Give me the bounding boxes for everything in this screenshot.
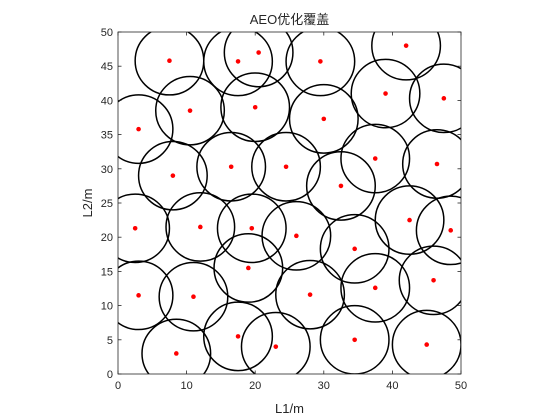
sensor-point: [424, 342, 430, 347]
y-tick-label: 35: [101, 130, 113, 142]
chart-title: AEO优化覆盖: [250, 12, 329, 27]
sensor-point: [252, 104, 258, 110]
sensor-point: [228, 164, 234, 170]
coverage-circle: [408, 63, 461, 134]
coverage-circle: [216, 193, 287, 264]
sensor-point: [338, 183, 344, 189]
coverage-circle: [391, 309, 461, 374]
y-tick-label: 40: [101, 95, 113, 107]
sensor-point: [249, 226, 255, 231]
sensor-point: [246, 265, 251, 271]
coverage-circle: [203, 32, 274, 97]
coverage-circle: [275, 259, 346, 330]
sensor-point: [187, 108, 193, 113]
coverage-circle: [118, 94, 174, 165]
sensor-point: [273, 344, 279, 349]
coverage-circle: [340, 252, 411, 323]
sensor-point: [441, 96, 447, 101]
sensor-point: [321, 116, 327, 122]
sensor-point: [352, 337, 357, 343]
coverage-circle: [154, 75, 226, 146]
sensor-point: [174, 351, 179, 356]
sensor-points: [132, 43, 454, 356]
coverage-circle: [350, 58, 421, 129]
x-tick-label: 30: [318, 380, 330, 392]
x-axis-ticks: 0 10 20 30 40 50: [115, 32, 467, 392]
sensor-point: [372, 156, 378, 161]
x-tick-label: 20: [249, 380, 261, 392]
coverage-circle: [118, 260, 174, 331]
y-tick-label: 5: [107, 335, 113, 347]
sensor-point: [167, 58, 172, 64]
x-tick-label: 50: [455, 380, 467, 392]
coverage-circles: [118, 32, 461, 374]
sensor-point: [136, 126, 141, 132]
sensor-point: [383, 91, 388, 96]
sensor-point: [235, 334, 241, 339]
coverage-circle: [415, 195, 461, 266]
coverage-circle: [213, 233, 284, 303]
coverage-circle: [251, 131, 322, 202]
coverage-circle: [223, 32, 294, 88]
coverage-circle: [165, 191, 236, 262]
x-tick-label: 10: [180, 380, 192, 392]
coverage-circle: [398, 245, 461, 316]
coverage-circle: [340, 123, 411, 194]
sensor-point: [307, 292, 313, 297]
sensor-point: [136, 293, 141, 298]
sensor-point: [294, 233, 299, 239]
y-axis-ticks: 0 5 10 15 20 25 30 35 40 45 50: [101, 27, 461, 381]
y-tick-label: 20: [101, 232, 113, 244]
coverage-circle: [118, 193, 171, 264]
coverage-circle: [288, 83, 359, 154]
y-axis-label: L2/m: [80, 189, 95, 218]
y-tick-label: 50: [101, 27, 113, 39]
y-tick-label: 15: [101, 266, 113, 278]
y-tick-label: 10: [101, 301, 113, 313]
x-tick-label: 40: [386, 380, 398, 392]
y-tick-label: 0: [107, 369, 113, 381]
sensor-point: [407, 217, 412, 223]
coverage-circle: [137, 140, 208, 211]
sensor-point: [170, 173, 176, 178]
sensor-point: [431, 277, 436, 283]
x-tick-label: 0: [115, 380, 121, 392]
sensor-point: [318, 59, 323, 64]
sensor-point: [448, 228, 454, 233]
y-tick-label: 25: [101, 198, 113, 210]
coverage-circle: [371, 32, 442, 81]
sensor-point: [372, 285, 378, 291]
coverage-circle: [319, 213, 390, 284]
sensor-point: [132, 226, 138, 231]
coverage-circle: [158, 261, 229, 332]
x-axis-label: L1/m: [275, 401, 304, 416]
sensor-point: [191, 294, 196, 300]
coverage-circle: [374, 185, 445, 256]
sensor-point: [283, 164, 289, 170]
sensor-point: [352, 246, 357, 252]
coverage-circle: [285, 32, 356, 97]
coverage-circle: [240, 311, 311, 374]
sensor-point: [434, 161, 440, 167]
sensor-point: [256, 50, 261, 55]
sensor-point: [403, 43, 409, 48]
y-tick-label: 45: [101, 61, 113, 73]
sensor-point: [198, 224, 203, 230]
y-tick-label: 30: [101, 164, 113, 176]
sensor-point: [235, 59, 241, 64]
coverage-circle: [203, 301, 274, 372]
coverage-circle: [141, 318, 212, 374]
